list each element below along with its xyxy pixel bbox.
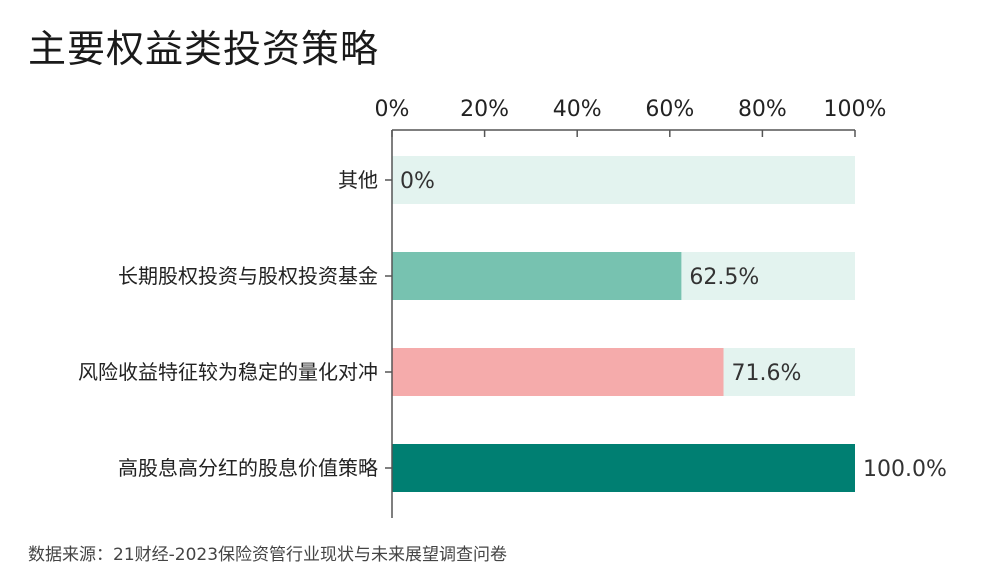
x-tick-label: 40% (553, 97, 602, 122)
bar (392, 252, 682, 300)
category-label: 长期股权投资与股权投资基金 (118, 264, 378, 288)
chart-title: 主要权益类投资策略 (28, 27, 380, 71)
category-label: 其他 (338, 168, 378, 192)
x-tick-label: 20% (460, 97, 509, 122)
category-label: 风险收益特征较为稳定的量化对冲 (78, 360, 378, 384)
category-label: 高股息高分红的股息价值策略 (118, 456, 378, 480)
bars: 其他 0% 长期股权投资与股权投资基金 62.5% 风险收益特征较为稳定的量化对冲 71.… (78, 156, 947, 492)
x-tick-label: 60% (645, 97, 694, 122)
bar (392, 444, 855, 492)
value-label: 100.0% (863, 457, 947, 482)
bar-track (392, 156, 855, 204)
value-label: 0% (400, 169, 435, 194)
x-tick-label: 0% (375, 97, 410, 122)
x-tick-label: 100% (824, 97, 887, 122)
source-note: 数据来源：21财经-2023保险资管行业现状与未来展望调查问卷 (28, 545, 508, 565)
x-tick-label: 80% (738, 97, 787, 122)
value-label: 62.5% (689, 265, 759, 290)
value-label: 71.6% (732, 361, 802, 386)
bar (392, 348, 724, 396)
x-axis: 0% 20% 40% 60% 80% 100% (375, 97, 887, 137)
